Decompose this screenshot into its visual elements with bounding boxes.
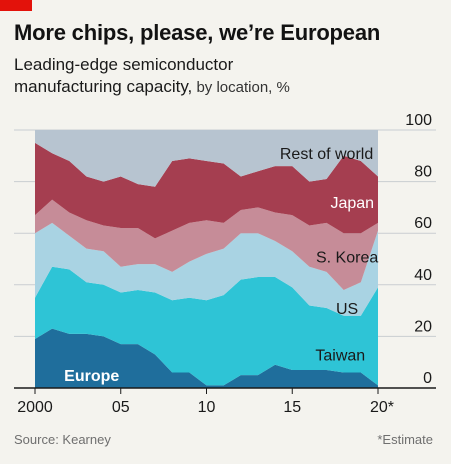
y-tick-80: 80 bbox=[414, 164, 432, 181]
y-tick-100: 100 bbox=[405, 112, 432, 129]
x-tick-2010: 10 bbox=[198, 399, 216, 416]
area-taiwan bbox=[35, 266, 378, 386]
y-tick-20: 20 bbox=[414, 318, 432, 335]
brand-red-tag bbox=[0, 0, 32, 11]
series-areas bbox=[35, 130, 378, 388]
source-note: Source: Kearney bbox=[14, 432, 111, 447]
y-tick-0: 0 bbox=[423, 370, 432, 387]
area-s-korea bbox=[35, 199, 378, 290]
y-tick-labels: 0 20 40 60 80 100 bbox=[405, 112, 432, 387]
chart-subtitle: Leading-edge semiconductor manufacturing… bbox=[14, 54, 434, 99]
subtitle-unit: by location, % bbox=[192, 79, 290, 96]
area-rest-of-world bbox=[35, 130, 378, 187]
estimate-note: *Estimate bbox=[377, 432, 433, 447]
series-label-s-korea: S. Korea bbox=[316, 249, 378, 266]
series-label-us: US bbox=[336, 301, 358, 318]
x-tick-2005: 05 bbox=[112, 399, 130, 416]
x-axis-baseline bbox=[14, 387, 436, 394]
subtitle-line-1: Leading-edge semiconductor bbox=[14, 55, 234, 74]
series-label-rest-of-world: Rest of world bbox=[280, 146, 373, 163]
subtitle-line-2-main: manufacturing capacity, bbox=[14, 77, 193, 96]
x-tick-labels: 2000 05 10 15 20* bbox=[17, 399, 394, 416]
series-labels: Europe Taiwan US S. Korea Japan Rest of world bbox=[64, 146, 378, 385]
series-label-taiwan: Taiwan bbox=[315, 347, 365, 364]
subtitle-line-2: manufacturing capacity, by location, % bbox=[14, 76, 434, 99]
x-tick-2000: 2000 bbox=[17, 399, 53, 416]
area-japan bbox=[35, 142, 378, 239]
series-label-europe: Europe bbox=[64, 368, 119, 385]
y-tick-40: 40 bbox=[414, 267, 432, 284]
x-tick-2020: 20* bbox=[370, 399, 394, 416]
chart-title: More chips, please, we’re European bbox=[14, 20, 381, 45]
area-us bbox=[35, 222, 378, 316]
area-europe bbox=[35, 328, 378, 388]
series-label-japan: Japan bbox=[330, 195, 374, 212]
y-tick-60: 60 bbox=[414, 215, 432, 232]
x-tick-2015: 15 bbox=[283, 399, 301, 416]
